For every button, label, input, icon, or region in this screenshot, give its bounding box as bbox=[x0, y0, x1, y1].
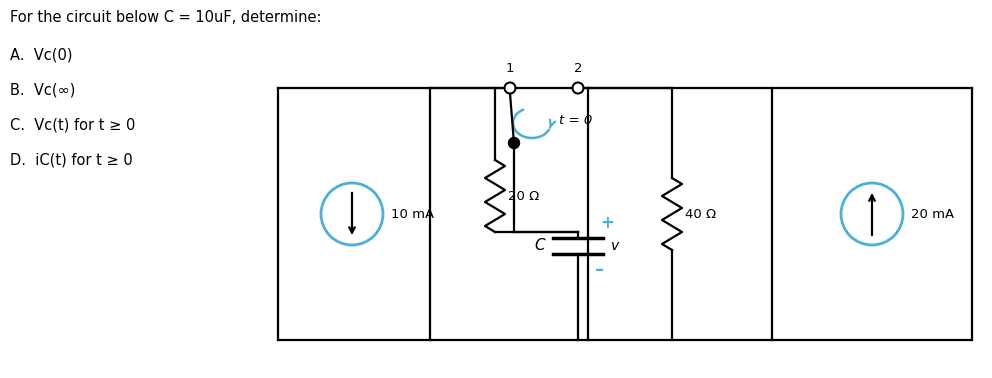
Text: A.  Vc(0): A. Vc(0) bbox=[10, 48, 72, 63]
Text: D.  iC(t) for t ≥ 0: D. iC(t) for t ≥ 0 bbox=[10, 153, 133, 168]
Text: 40 Ω: 40 Ω bbox=[685, 208, 716, 220]
Text: C.  Vc(t) for t ≥ 0: C. Vc(t) for t ≥ 0 bbox=[10, 118, 135, 133]
Text: t = 0: t = 0 bbox=[559, 115, 592, 127]
Circle shape bbox=[509, 138, 520, 149]
Text: B.  Vc(∞): B. Vc(∞) bbox=[10, 83, 75, 98]
Text: 1: 1 bbox=[506, 62, 514, 75]
Text: 10 mA: 10 mA bbox=[391, 208, 434, 220]
Text: –: – bbox=[595, 261, 604, 279]
Circle shape bbox=[505, 82, 516, 93]
Text: For the circuit below C = 10uF, determine:: For the circuit below C = 10uF, determin… bbox=[10, 10, 321, 25]
Text: 20 Ω: 20 Ω bbox=[508, 189, 540, 203]
Text: 2: 2 bbox=[573, 62, 582, 75]
Text: C: C bbox=[535, 239, 545, 254]
Circle shape bbox=[572, 82, 583, 93]
Text: +: + bbox=[600, 214, 614, 232]
Text: v: v bbox=[611, 239, 619, 253]
Text: 20 mA: 20 mA bbox=[911, 208, 954, 220]
